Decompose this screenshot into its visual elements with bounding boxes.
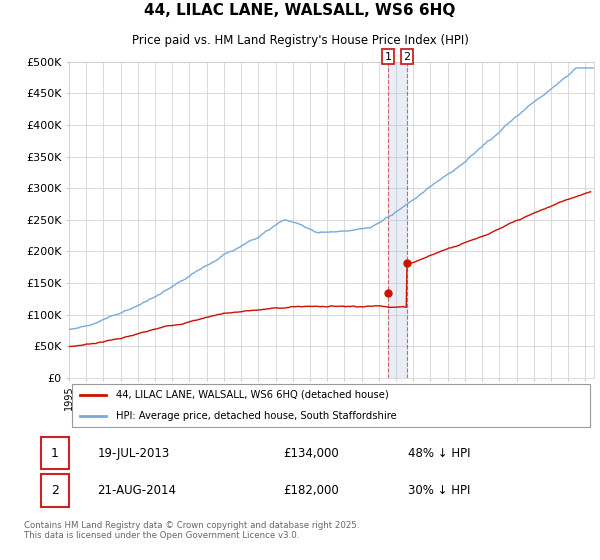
Text: 30% ↓ HPI: 30% ↓ HPI <box>407 484 470 497</box>
Text: Contains HM Land Registry data © Crown copyright and database right 2025.
This d: Contains HM Land Registry data © Crown c… <box>24 521 359 540</box>
Text: 19-JUL-2013: 19-JUL-2013 <box>97 447 170 460</box>
FancyBboxPatch shape <box>41 437 68 469</box>
Text: 1: 1 <box>51 447 59 460</box>
Text: 1: 1 <box>385 52 392 62</box>
Text: 2: 2 <box>404 52 410 62</box>
Text: 44, LILAC LANE, WALSALL, WS6 6HQ: 44, LILAC LANE, WALSALL, WS6 6HQ <box>145 3 455 18</box>
Text: 2: 2 <box>51 484 59 497</box>
Text: 44, LILAC LANE, WALSALL, WS6 6HQ (detached house): 44, LILAC LANE, WALSALL, WS6 6HQ (detach… <box>116 390 389 400</box>
Text: Price paid vs. HM Land Registry's House Price Index (HPI): Price paid vs. HM Land Registry's House … <box>131 34 469 47</box>
Text: HPI: Average price, detached house, South Staffordshire: HPI: Average price, detached house, Sout… <box>116 411 397 421</box>
Bar <box>388 62 407 378</box>
Text: £134,000: £134,000 <box>283 447 339 460</box>
Text: 21-AUG-2014: 21-AUG-2014 <box>97 484 176 497</box>
FancyBboxPatch shape <box>41 474 68 507</box>
Text: £182,000: £182,000 <box>283 484 339 497</box>
Text: 48% ↓ HPI: 48% ↓ HPI <box>407 447 470 460</box>
FancyBboxPatch shape <box>71 384 590 427</box>
